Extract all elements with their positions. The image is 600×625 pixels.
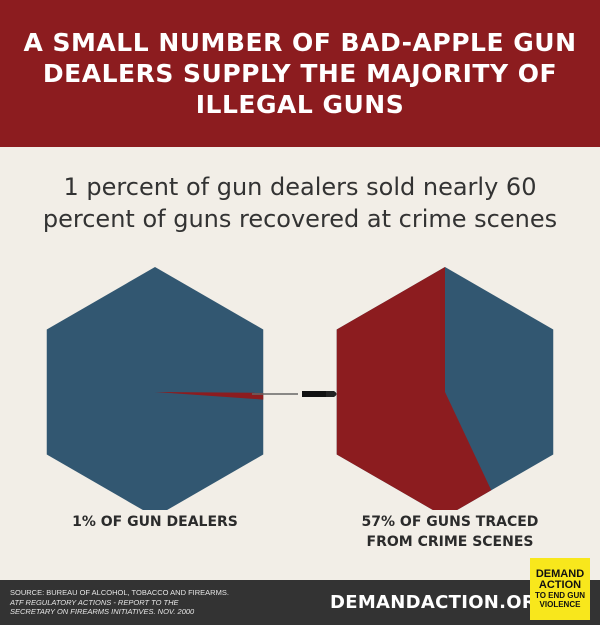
source-citation: SOURCE: BUREAU OF ALCOHOL, TOBACCO AND F… [10,588,300,617]
hexagon-dealers-base [46,267,264,510]
source-line-3: SECRETARY ON FIREARMS INITIATIVES. NOV. … [10,607,195,616]
label-guns-traced: 57% OF GUNS TRACED FROM CRIME SCENES [335,512,565,552]
label-guns-traced-line1: 57% OF GUNS TRACED [361,514,539,530]
site-url: DEMANDACTION.ORG [330,592,552,613]
demand-action-logo: DEMAND ACTION TO END GUN VIOLENCE [530,558,590,620]
source-line-1: SOURCE: BUREAU OF ALCOHOL, TOBACCO AND F… [10,588,229,597]
hexagon-chart-guns [336,267,554,510]
logo-line-4: VIOLENCE [539,600,581,609]
hexagon-pie-charts [46,267,554,510]
page-title: A SMALL NUMBER OF BAD-APPLE GUN DEALERS … [23,28,577,119]
source-line-2: ATF REGULATORY ACTIONS - REPORT TO THE [10,597,179,607]
slice-guns-57-percent [336,267,492,510]
bullet-icon [252,391,337,397]
header-banner: A SMALL NUMBER OF BAD-APPLE GUN DEALERS … [0,0,600,147]
label-guns-traced-line2: FROM CRIME SCENES [366,534,534,550]
hexagon-chart-dealers [46,267,264,510]
bullet-casing [302,391,326,397]
logo-line-1: DEMAND [535,568,585,580]
subtitle: 1 percent of gun dealers sold nearly 60 … [42,173,558,233]
logo-line-2: ACTION [538,579,582,591]
footer: SOURCE: BUREAU OF ALCOHOL, TOBACCO AND F… [0,558,600,625]
label-gun-dealers: 1% OF GUN DEALERS [72,514,238,530]
logo-line-3: TO END GUN [534,591,586,600]
slice-dealers-1-percent [155,392,264,400]
bullet-tip [326,391,337,397]
